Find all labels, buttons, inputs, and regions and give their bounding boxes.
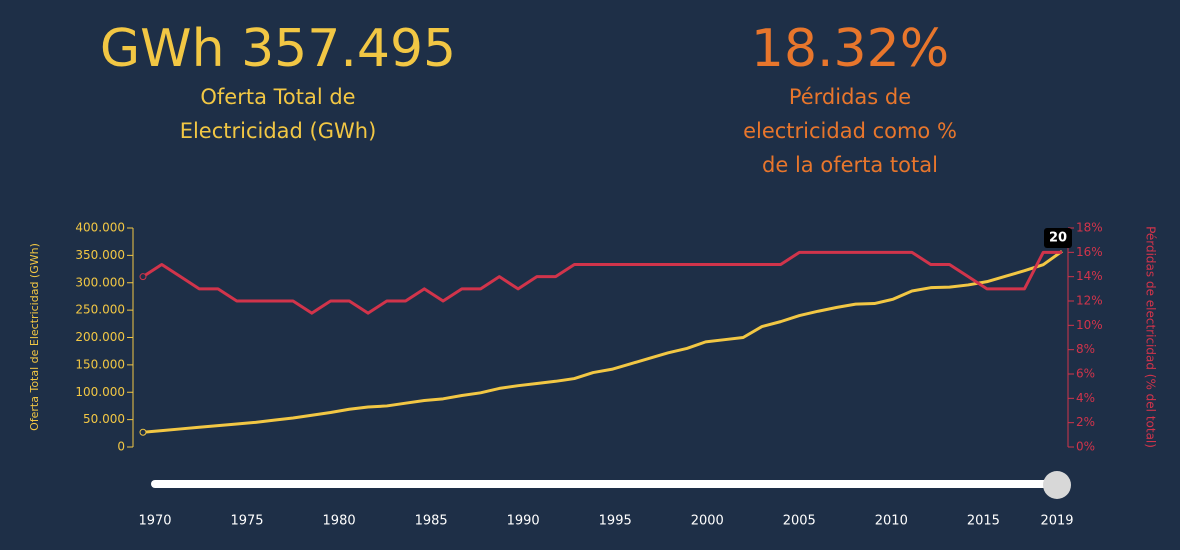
y-axis-label: Oferta Total de Electricidad (GWh) (28, 243, 41, 431)
kpi-value: 18.32% (750, 19, 950, 79)
y-tick-label: 150.000 (75, 357, 125, 371)
x-tick-label: 2000 (691, 514, 724, 529)
series-line (142, 250, 1063, 434)
kpi-label: de la oferta total (762, 153, 938, 177)
y-tick-label: 250.000 (75, 303, 125, 317)
kpi-label: Oferta Total de (200, 85, 356, 109)
y-tick-label: 100.000 (75, 385, 125, 399)
kpi-value: GWh 357.495 (99, 19, 457, 79)
y2-tick-label: 8% (1076, 342, 1095, 356)
y2-tick-label: 6% (1076, 367, 1095, 381)
kpi-label: electricidad como % (743, 119, 957, 143)
x-tick-label: 1980 (323, 514, 356, 529)
y2-tick-label: 18% (1076, 221, 1103, 235)
y-tick-label: 400.000 (75, 221, 125, 235)
y-tick-label: 200.000 (75, 330, 125, 344)
y-tick-label: 350.000 (75, 248, 125, 262)
series-line (142, 250, 1062, 315)
x-tick-label: 2005 (783, 514, 816, 529)
y2-tick-label: 10% (1076, 318, 1103, 332)
kpi-label: Electricidad (GWh) (179, 119, 377, 143)
kpi-label: Pérdidas de (788, 85, 912, 109)
x-tick-label: 2015 (967, 514, 1000, 529)
tooltip-box (1044, 228, 1072, 248)
y2-axis-label: Pérdidas de electricidad (% del total) (1144, 226, 1158, 448)
x-tick-label: 1970 (138, 514, 171, 529)
start-point (139, 428, 147, 436)
x-tick-label: 2019 (1040, 514, 1073, 529)
x-tick-label: 2010 (875, 514, 908, 529)
y2-tick-label: 16% (1076, 245, 1103, 259)
y-tick-label: 300.000 (75, 275, 125, 289)
x-tick-label: 1985 (415, 514, 448, 529)
kpi-losses: 18.32% Pérdidas de electricidad como % d… (620, 18, 1080, 182)
y2-tick-label: 0% (1076, 440, 1095, 454)
x-tick-label: 1990 (507, 514, 540, 529)
y2-tick-label: 14% (1076, 269, 1103, 283)
y2-tick-label: 12% (1076, 294, 1103, 308)
start-point (139, 273, 147, 281)
x-tick-label: 1995 (599, 514, 632, 529)
y-tick-label: 50.000 (83, 412, 125, 426)
slider-knob[interactable] (1043, 471, 1071, 499)
y-tick-label: 0 (117, 440, 125, 454)
tooltip: 20 (1049, 231, 1067, 246)
kpi-supply: GWh 357.495 Oferta Total de Electricidad… (48, 18, 508, 148)
y2-tick-label: 2% (1076, 415, 1095, 429)
y2-tick-label: 4% (1076, 391, 1095, 405)
x-tick-label: 1975 (230, 514, 263, 529)
